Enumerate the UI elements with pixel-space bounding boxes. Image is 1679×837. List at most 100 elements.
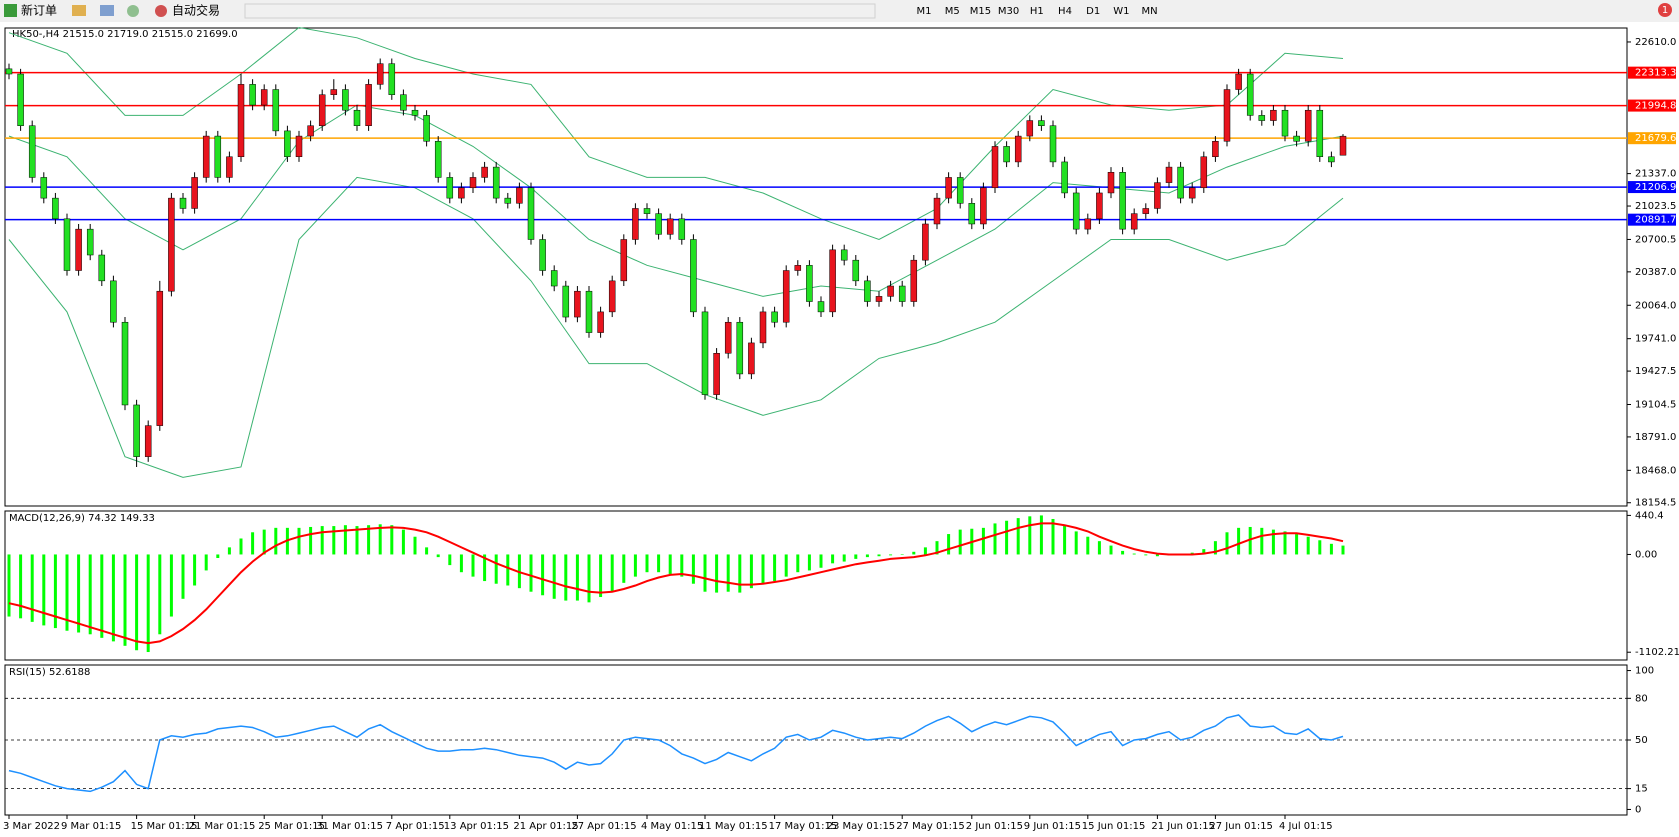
y-tick-label: 19104.5 bbox=[1635, 399, 1676, 410]
macd-bar bbox=[1086, 536, 1090, 555]
timeframe-button[interactable]: M1 bbox=[917, 6, 932, 17]
auto-trading-icon[interactable] bbox=[155, 5, 167, 17]
timeframe-button[interactable]: H1 bbox=[1030, 6, 1044, 17]
new-order-button[interactable]: 新订单 bbox=[21, 3, 57, 18]
timeframe-button[interactable]: D1 bbox=[1086, 6, 1100, 17]
candle-body bbox=[492, 166, 500, 199]
candle-body bbox=[156, 290, 164, 426]
macd-bar bbox=[889, 554, 893, 556]
icon[interactable] bbox=[127, 5, 139, 17]
macd-bar bbox=[1109, 545, 1113, 555]
macd-bar bbox=[1051, 518, 1055, 555]
macd-bar bbox=[831, 554, 835, 564]
candle-body bbox=[562, 285, 570, 318]
level-label: 21206.9 bbox=[1635, 182, 1676, 193]
timeframe-button[interactable]: W1 bbox=[1113, 6, 1129, 17]
candle-body bbox=[295, 135, 303, 158]
candle-body bbox=[133, 404, 140, 457]
candle-body bbox=[179, 197, 187, 209]
icon[interactable] bbox=[72, 5, 86, 16]
notification-badge[interactable] bbox=[1658, 3, 1672, 17]
macd-bar bbox=[900, 554, 904, 555]
candle-body bbox=[191, 177, 198, 209]
x-tick-label: 15 Mar 01:15 bbox=[131, 821, 198, 832]
candle-body bbox=[945, 177, 952, 199]
macd-bar bbox=[784, 554, 788, 577]
y-tick-label: 19741.0 bbox=[1635, 334, 1676, 345]
macd-bar bbox=[77, 554, 81, 633]
macd-bar bbox=[1121, 550, 1125, 555]
timeframe-button[interactable]: MN bbox=[1142, 6, 1158, 17]
macd-bar bbox=[947, 534, 951, 555]
candle-body bbox=[527, 187, 535, 240]
candle-body bbox=[411, 109, 419, 116]
macd-bar bbox=[657, 554, 661, 573]
x-tick-label: 17 May 01:15 bbox=[769, 821, 838, 832]
candle-body bbox=[168, 197, 175, 292]
x-tick-label: 21 Mar 01:15 bbox=[189, 821, 256, 832]
macd-bar bbox=[401, 529, 405, 555]
x-tick-label: 21 Jun 01:15 bbox=[1151, 821, 1215, 832]
y-tick-label: 80 bbox=[1635, 693, 1648, 704]
x-tick-label: 27 Jun 01:15 bbox=[1209, 821, 1273, 832]
candle-body bbox=[144, 425, 152, 457]
candle-body bbox=[597, 311, 604, 333]
candle-body bbox=[620, 239, 628, 282]
candle-body bbox=[829, 249, 836, 313]
macd-bar bbox=[1306, 536, 1310, 555]
candle-body bbox=[423, 115, 430, 142]
timeframe-button[interactable]: M30 bbox=[998, 6, 1019, 17]
macd-bar bbox=[413, 536, 417, 555]
macd-bar bbox=[877, 554, 881, 557]
macd-bar bbox=[158, 554, 162, 635]
macd-bar bbox=[1016, 518, 1020, 555]
level-label-bg bbox=[1628, 66, 1676, 79]
macd-bar bbox=[181, 554, 185, 599]
macd-bar bbox=[135, 554, 139, 651]
auto-trading-button[interactable]: 自动交易 bbox=[172, 3, 220, 18]
macd-bar bbox=[541, 554, 545, 596]
new-order-icon[interactable] bbox=[4, 4, 17, 17]
candle-body bbox=[63, 218, 71, 271]
macd-bar bbox=[1318, 540, 1322, 555]
candle-body bbox=[307, 125, 314, 137]
notification-count: 1 bbox=[1662, 5, 1668, 16]
macd-bar bbox=[645, 554, 649, 573]
candle-body bbox=[400, 94, 407, 111]
candle-body bbox=[840, 249, 848, 261]
timeframe-button[interactable]: M15 bbox=[970, 6, 991, 17]
y-tick-label: 20387.0 bbox=[1635, 267, 1676, 278]
candle-body bbox=[1304, 109, 1312, 142]
macd-bar bbox=[1063, 525, 1067, 555]
macd-bar bbox=[378, 524, 382, 555]
macd-bar bbox=[1237, 527, 1241, 555]
x-tick-label: 3 Mar 2022 bbox=[3, 821, 60, 832]
candle-body bbox=[249, 84, 256, 106]
macd-bar bbox=[738, 554, 742, 593]
candle-body bbox=[643, 208, 651, 214]
timeframe-button[interactable]: H4 bbox=[1058, 6, 1072, 17]
icon[interactable] bbox=[100, 5, 114, 16]
macd-bar bbox=[88, 554, 92, 635]
macd-bar bbox=[239, 538, 243, 555]
x-tick-label: 4 Jul 01:15 bbox=[1279, 821, 1333, 832]
macd-bar bbox=[1202, 549, 1206, 555]
macd-bar bbox=[425, 547, 429, 555]
candle-body bbox=[1119, 172, 1126, 230]
y-tick-label: 18468.0 bbox=[1635, 465, 1676, 476]
x-tick-label: 2 Jun 01:15 bbox=[966, 821, 1023, 832]
macd-bar bbox=[1213, 541, 1217, 555]
macd-bar bbox=[1295, 534, 1299, 555]
candle-body bbox=[1246, 73, 1254, 116]
candle-body bbox=[574, 290, 581, 318]
y-tick-label: 20064.0 bbox=[1635, 300, 1676, 311]
macd-bar bbox=[297, 527, 301, 555]
candle-body bbox=[1084, 218, 1092, 230]
timeframe-button[interactable]: M5 bbox=[945, 6, 960, 17]
macd-bar bbox=[506, 554, 510, 586]
macd-bar bbox=[7, 554, 11, 617]
candle-body bbox=[933, 197, 941, 225]
macd-bar bbox=[796, 554, 800, 573]
candle-body bbox=[330, 89, 338, 95]
